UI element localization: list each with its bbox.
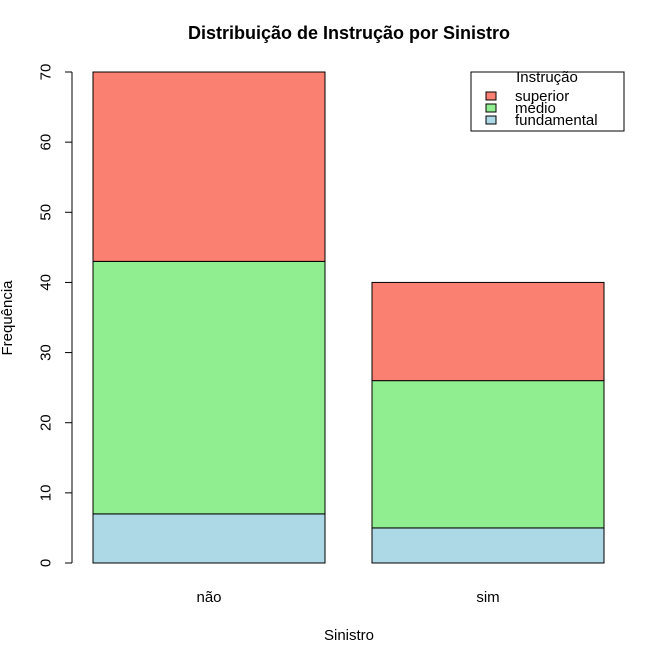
bar-segment-fundamental-0 [92, 513, 326, 564]
y-axis-label: Frequência [0, 280, 16, 356]
bars [92, 71, 605, 564]
bar-segment-superior-1 [371, 281, 605, 382]
y-axis: 0 10 20 30 40 50 60 70 [38, 64, 73, 567]
y-tick-label: 40 [38, 274, 55, 291]
bar-segment-superior-0 [92, 71, 326, 262]
y-tick-label: 0 [38, 559, 55, 567]
y-tick-label: 10 [38, 485, 55, 502]
y-tick-label: 60 [38, 134, 55, 151]
x-axis-label: Sinistro [324, 627, 374, 644]
x-tick-label: sim [476, 589, 499, 606]
legend-label: fundamental [515, 112, 598, 129]
x-tick-label: não [196, 589, 221, 606]
y-tick-label: 50 [38, 204, 55, 221]
legend-swatch [485, 115, 497, 125]
legend-label: superior [515, 88, 569, 105]
chart-title: Distribuição de Instrução por Sinistro [188, 23, 510, 43]
legend-title: Instrução [516, 69, 578, 86]
legend-label: médio [515, 100, 556, 117]
bar-segment-medio-1 [371, 380, 605, 529]
legend-swatch [485, 91, 497, 101]
y-tick-label: 30 [38, 344, 55, 361]
y-tick-label: 20 [38, 414, 55, 431]
y-tick-label: 70 [38, 64, 55, 81]
bar-segment-medio-0 [92, 260, 326, 515]
legend-swatch [485, 103, 497, 113]
bar-segment-fundamental-1 [371, 527, 605, 564]
x-axis-ticks: não sim [196, 589, 499, 606]
